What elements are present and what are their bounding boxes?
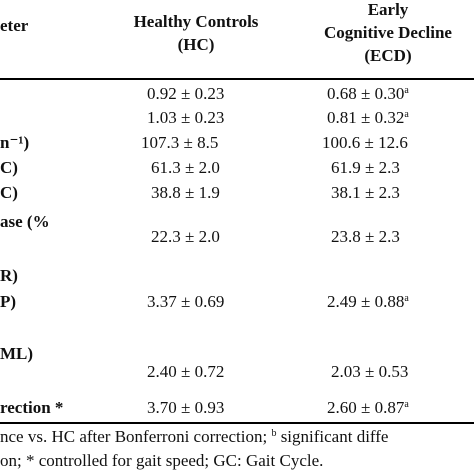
bottom-rule: [0, 422, 474, 424]
row-parameter: n⁻¹): [0, 133, 30, 152]
ecd-header-line1: Early: [367, 0, 409, 19]
significance-marker: a: [404, 399, 409, 410]
footnote-text-a: nce vs. HC after Bonferroni correction;: [0, 427, 272, 446]
ecd-value: 2.60 ± 0.87: [327, 398, 405, 417]
ecd-column-header: Early Cognitive Decline (ECD): [288, 0, 474, 67]
ecd-value-cell: 38.1 ± 2.3: [331, 183, 400, 203]
ecd-header-line2: Cognitive Decline: [324, 23, 452, 42]
hc-value: 3.70 ± 0.93: [147, 398, 225, 417]
parameter-column-header: eter: [0, 14, 60, 37]
ecd-value: 100.6 ± 12.6: [322, 133, 408, 152]
hc-column-header: Healthy Controls (HC): [96, 10, 296, 56]
ecd-header-line3: (ECD): [364, 46, 412, 65]
row-parameter: R): [0, 266, 18, 285]
footnote-text-b: significant diffe: [276, 427, 389, 446]
ecd-value-cell: 61.9 ± 2.3: [331, 158, 400, 178]
ecd-value: 0.81 ± 0.32: [327, 108, 405, 127]
hc-value: 2.40 ± 0.72: [147, 362, 225, 381]
hc-value: 1.03 ± 0.23: [147, 108, 225, 127]
ecd-value: 2.03 ± 0.53: [331, 362, 409, 381]
ecd-value-cell: 2.49 ± 0.88a: [327, 292, 409, 312]
ecd-value: 38.1 ± 2.3: [331, 183, 400, 202]
significance-marker: a: [404, 85, 409, 96]
footnote-marker-b: b: [271, 428, 277, 439]
hc-header-line1: Healthy Controls: [133, 12, 259, 31]
hc-value: 107.3 ± 8.5: [141, 133, 219, 152]
footnote-line2: on; * controlled for gait speed; GC: Gai…: [0, 451, 324, 470]
ecd-value-cell: 2.60 ± 0.87a: [327, 398, 409, 418]
significance-marker: a: [404, 109, 409, 120]
ecd-value-cell: 0.81 ± 0.32a: [327, 108, 409, 128]
significance-marker: a: [404, 293, 409, 304]
row-parameter: ML): [0, 344, 34, 363]
hc-header-line2: (HC): [177, 35, 215, 54]
row-parameter: rection *: [0, 398, 64, 417]
ecd-value: 61.9 ± 2.3: [331, 158, 400, 177]
hc-value: 22.3 ± 2.0: [151, 227, 220, 246]
ecd-value: 0.68 ± 0.30: [327, 84, 405, 103]
row-parameter: ase (%: [0, 212, 50, 231]
hc-value: 61.3 ± 2.0: [151, 158, 220, 177]
parameter-header-text: eter: [0, 16, 29, 35]
header-rule: [0, 78, 474, 80]
hc-value: 0.92 ± 0.23: [147, 84, 225, 103]
ecd-value: 23.8 ± 2.3: [331, 227, 400, 246]
row-parameter: P): [0, 292, 17, 311]
ecd-value-cell: 2.03 ± 0.53: [331, 362, 408, 382]
ecd-value-cell: 100.6 ± 12.6: [322, 133, 408, 153]
hc-value: 3.37 ± 0.69: [147, 292, 225, 311]
footnote-line1: nce vs. HC after Bonferroni correction; …: [0, 426, 388, 448]
ecd-value: 2.49 ± 0.88: [327, 292, 405, 311]
row-parameter: C): [0, 183, 18, 202]
hc-value: 38.8 ± 1.9: [151, 183, 220, 202]
row-parameter: C): [0, 158, 18, 177]
ecd-value-cell: 23.8 ± 2.3: [331, 227, 400, 247]
ecd-value-cell: 0.68 ± 0.30a: [327, 84, 409, 104]
